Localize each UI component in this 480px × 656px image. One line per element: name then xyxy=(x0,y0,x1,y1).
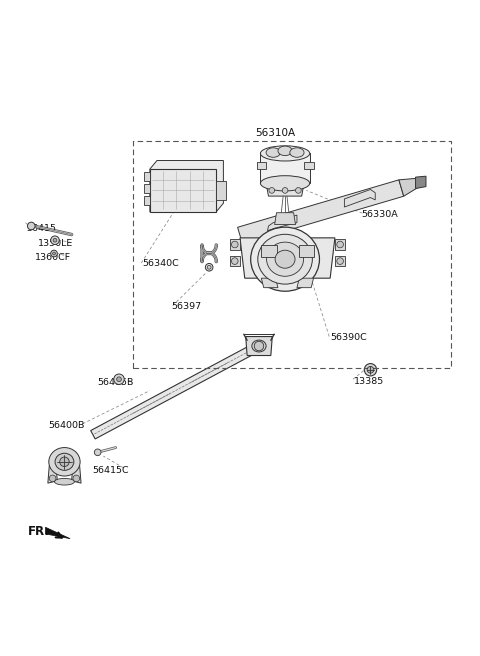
Bar xyxy=(150,169,216,212)
Polygon shape xyxy=(229,256,240,266)
Polygon shape xyxy=(150,161,223,212)
Ellipse shape xyxy=(266,242,303,276)
Circle shape xyxy=(269,188,275,194)
Polygon shape xyxy=(399,178,420,196)
Circle shape xyxy=(207,266,211,269)
Polygon shape xyxy=(344,190,375,207)
Ellipse shape xyxy=(55,453,74,470)
Polygon shape xyxy=(266,183,304,196)
Polygon shape xyxy=(48,466,57,483)
Ellipse shape xyxy=(252,340,266,352)
Polygon shape xyxy=(297,278,313,288)
Circle shape xyxy=(117,377,121,382)
Circle shape xyxy=(73,475,80,482)
Circle shape xyxy=(95,449,101,456)
Text: 56397: 56397 xyxy=(171,302,201,311)
Ellipse shape xyxy=(261,176,310,191)
Circle shape xyxy=(51,236,59,245)
Ellipse shape xyxy=(49,447,80,476)
Text: FR.: FR. xyxy=(27,525,49,538)
Circle shape xyxy=(282,188,288,194)
Bar xyxy=(144,196,150,205)
Circle shape xyxy=(364,363,377,376)
Circle shape xyxy=(254,341,264,351)
Polygon shape xyxy=(72,466,81,483)
Bar xyxy=(261,245,276,257)
Polygon shape xyxy=(261,154,310,183)
Polygon shape xyxy=(304,162,313,169)
Circle shape xyxy=(27,222,35,230)
Bar xyxy=(144,173,150,181)
Ellipse shape xyxy=(261,146,310,161)
Text: 56340C: 56340C xyxy=(143,260,180,268)
Polygon shape xyxy=(261,278,278,288)
Circle shape xyxy=(60,457,69,466)
Ellipse shape xyxy=(55,478,74,485)
Polygon shape xyxy=(267,215,297,231)
Polygon shape xyxy=(91,342,261,439)
Bar xyxy=(144,184,150,193)
Text: 56330A: 56330A xyxy=(361,210,398,218)
Text: 56415B: 56415B xyxy=(97,378,134,387)
Ellipse shape xyxy=(251,227,320,291)
Circle shape xyxy=(296,188,301,194)
Polygon shape xyxy=(257,162,266,169)
Polygon shape xyxy=(416,176,426,188)
Circle shape xyxy=(231,258,238,264)
Text: 56310A: 56310A xyxy=(255,129,296,138)
Text: 1350LE: 1350LE xyxy=(38,239,73,248)
Polygon shape xyxy=(335,239,345,250)
Text: 13385: 13385 xyxy=(354,377,384,386)
Polygon shape xyxy=(46,527,70,539)
Polygon shape xyxy=(275,213,296,224)
Text: 56400B: 56400B xyxy=(48,420,84,430)
Polygon shape xyxy=(240,238,335,278)
Circle shape xyxy=(53,252,56,255)
Circle shape xyxy=(51,250,57,257)
Circle shape xyxy=(231,241,238,248)
Ellipse shape xyxy=(266,148,280,157)
Ellipse shape xyxy=(290,148,304,157)
Circle shape xyxy=(367,367,374,373)
Circle shape xyxy=(49,475,56,482)
Bar xyxy=(216,181,226,200)
Circle shape xyxy=(114,374,124,384)
Polygon shape xyxy=(229,239,240,250)
Text: 56415: 56415 xyxy=(26,224,57,233)
Circle shape xyxy=(53,238,57,242)
Ellipse shape xyxy=(278,146,292,155)
Circle shape xyxy=(205,264,213,271)
Polygon shape xyxy=(335,256,345,266)
Bar xyxy=(133,140,451,368)
Circle shape xyxy=(337,241,343,248)
Polygon shape xyxy=(246,337,272,356)
Ellipse shape xyxy=(258,234,312,284)
Circle shape xyxy=(337,258,343,264)
Text: 56390C: 56390C xyxy=(330,333,367,342)
Text: 56415C: 56415C xyxy=(92,466,129,475)
Ellipse shape xyxy=(275,250,295,268)
Polygon shape xyxy=(238,180,404,243)
Bar xyxy=(300,245,314,257)
Text: 1360CF: 1360CF xyxy=(35,253,71,262)
